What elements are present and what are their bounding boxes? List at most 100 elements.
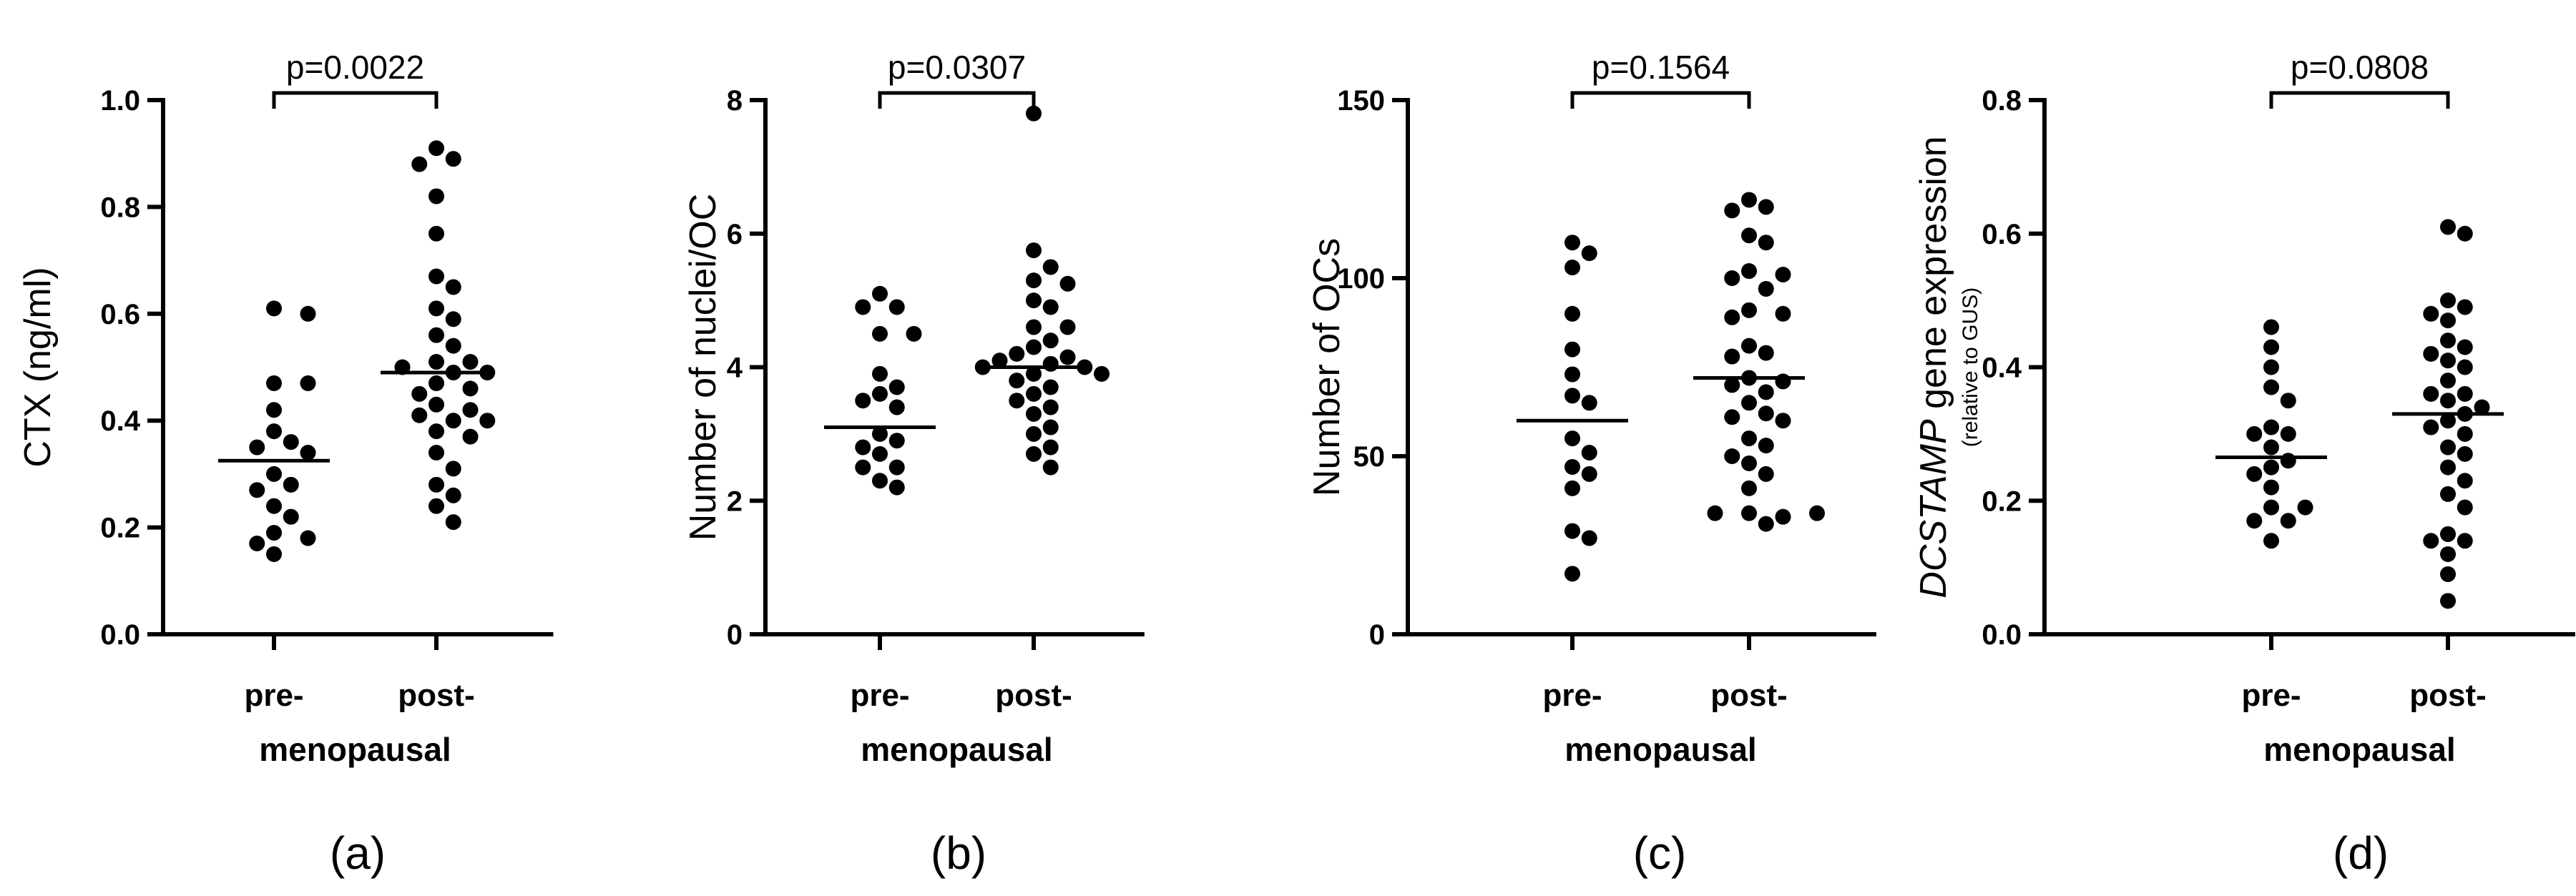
data-point — [872, 325, 888, 342]
data-point — [1758, 516, 1774, 532]
data-point — [1026, 445, 1042, 462]
y-tick-label: 0.6 — [1982, 219, 2022, 250]
data-point — [2474, 399, 2490, 415]
data-point — [1042, 399, 1059, 415]
panel-a: pre-post-menopausal 0.0 0.2 0.4 0.6 0.8 1.0 CTX… — [17, 49, 554, 879]
y-tick-label: 0.0 — [100, 619, 140, 651]
data-point — [1564, 260, 1580, 276]
x-group-label: menopausal — [2263, 731, 2455, 768]
y-tick-label: 1.0 — [100, 85, 140, 117]
data-point — [1775, 373, 1791, 390]
data-point — [2246, 513, 2263, 529]
x-group-label: menopausal — [1564, 731, 1756, 768]
data-point — [2263, 319, 2279, 335]
data-point — [888, 399, 905, 415]
data-point — [411, 407, 428, 423]
data-point — [428, 354, 444, 370]
data-point — [1758, 199, 1774, 215]
significance-bracket — [1570, 91, 1751, 109]
data-point — [2440, 292, 2456, 309]
y-tick-label: 0.8 — [100, 192, 140, 223]
data-point — [2280, 425, 2296, 442]
data-point — [1059, 319, 1076, 335]
y-tick-label: 150 — [1337, 85, 1385, 117]
data-point — [1026, 405, 1042, 422]
data-point — [1026, 105, 1042, 122]
data-point — [906, 325, 922, 342]
data-point — [2440, 459, 2456, 476]
data-point — [300, 530, 316, 546]
data-point — [1741, 263, 1757, 280]
data-point — [1026, 385, 1042, 402]
p-value-label: p=0.0307 — [888, 49, 1026, 86]
data-point — [1741, 480, 1757, 496]
data-point — [428, 300, 444, 317]
panel-label: (c) — [1633, 827, 1687, 879]
data-point — [1026, 365, 1042, 382]
data-point — [411, 156, 428, 172]
data-point — [1581, 395, 1597, 411]
data-point — [300, 305, 316, 322]
data-point — [2457, 359, 2473, 375]
data-point — [283, 476, 299, 493]
data-point — [872, 285, 888, 302]
data-point — [1724, 309, 1740, 325]
data-point — [2440, 439, 2456, 456]
data-point — [855, 439, 871, 456]
y-tick-label: 100 — [1337, 263, 1385, 295]
data-point — [428, 268, 444, 285]
y-axis-title-part: CTX (ng/ml) — [17, 267, 59, 467]
data-point — [1724, 270, 1740, 286]
data-point — [1758, 466, 1774, 482]
data-point — [1564, 235, 1580, 251]
y-axis-title-part: Number of nuclei/OC — [682, 194, 724, 541]
data-point — [1564, 341, 1580, 358]
data-point — [1581, 245, 1597, 262]
data-point — [2440, 413, 2456, 429]
data-point — [462, 354, 479, 370]
data-point — [1026, 292, 1042, 309]
data-point — [2280, 393, 2296, 409]
data-point — [462, 402, 479, 418]
x-category-label: post- — [1710, 678, 1788, 713]
data-point — [445, 311, 461, 328]
y-tick-label: 0.0 — [1982, 619, 2022, 651]
data-point — [1042, 299, 1059, 315]
data-point — [1026, 272, 1042, 289]
data-point — [1042, 459, 1059, 476]
data-point — [2297, 499, 2313, 516]
data-point — [1581, 445, 1597, 461]
data-point — [2457, 533, 2473, 549]
data-point — [2263, 359, 2279, 375]
data-point — [1809, 505, 1825, 521]
y-axis-title-part: Number of OCs — [1306, 238, 1348, 496]
data-point — [2423, 419, 2439, 435]
data-point — [2440, 486, 2456, 502]
y-tick-label: 0.6 — [100, 299, 140, 330]
data-point — [1741, 192, 1757, 208]
data-point — [2263, 439, 2279, 456]
y-axis-title-part: gene expression — [1913, 136, 1954, 419]
data-point — [462, 380, 479, 397]
data-point — [2457, 339, 2473, 355]
data-point — [445, 487, 461, 503]
panel-label: (a) — [330, 827, 386, 879]
data-point — [2457, 225, 2473, 242]
data-point — [2280, 513, 2296, 529]
data-point — [462, 428, 479, 445]
data-point — [2440, 373, 2456, 389]
data-point — [1758, 345, 1774, 361]
data-point — [1707, 505, 1723, 521]
data-point — [428, 375, 444, 391]
data-point — [479, 413, 496, 429]
data-point — [1724, 377, 1740, 393]
data-point — [888, 479, 905, 496]
x-category-label: post- — [398, 678, 475, 713]
data-point — [1758, 280, 1774, 297]
data-point — [1042, 355, 1059, 372]
data-point — [428, 423, 444, 440]
data-point — [2440, 219, 2456, 235]
data-point — [1026, 319, 1042, 335]
data-point — [855, 459, 871, 476]
x-category-label: pre- — [244, 678, 303, 713]
